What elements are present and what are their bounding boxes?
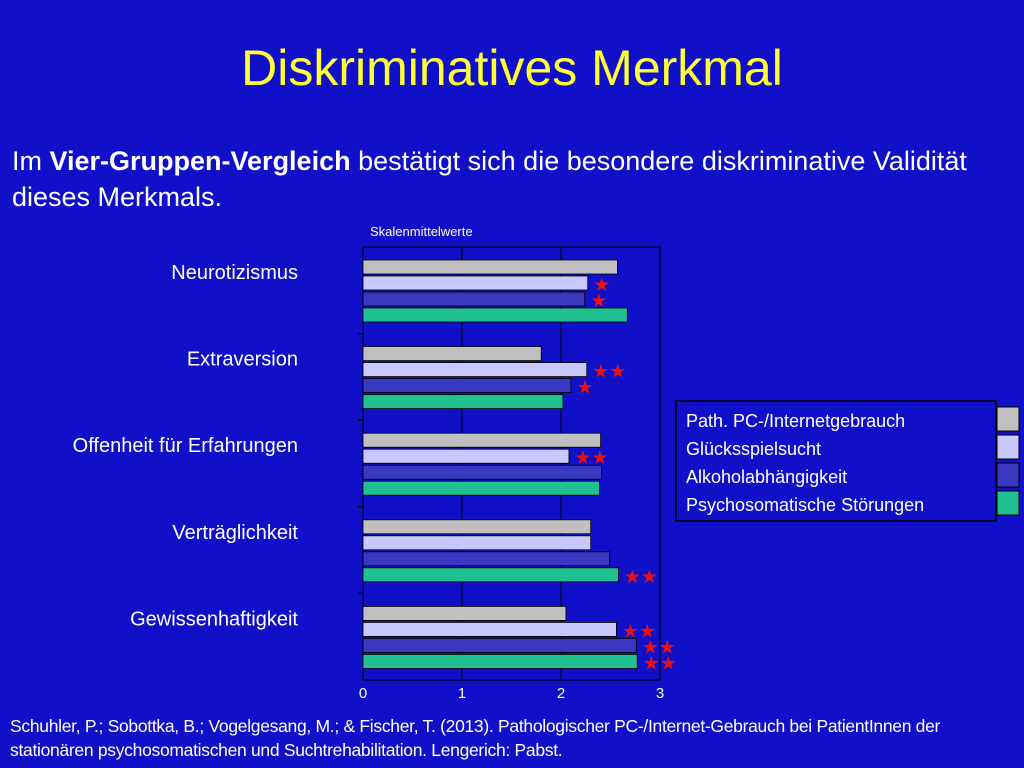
bar [362,606,567,621]
bar [362,448,570,464]
bar [362,394,564,410]
intro-text: Im Vier-Gruppen-Vergleich bestätigt sich… [12,143,1012,215]
bar [362,378,572,394]
intro-bold: Vier-Gruppen-Vergleich [49,146,351,176]
x-tick-label: 2 [557,685,565,702]
bar [362,480,601,496]
bar [362,464,602,480]
intro-suffix: bestätigt sich die besondere diskriminat… [12,146,967,212]
significance-star: ★ [592,361,609,383]
legend-swatch [996,490,1020,516]
bar [362,535,592,551]
slide-title: Diskriminatives Merkmal [241,40,783,96]
legend-box [675,400,997,522]
x-tick-label: 0 [359,685,367,702]
citation: Schuhler, P.; Sobottka, B.; Vogelgesang,… [10,716,941,760]
bar [362,275,589,291]
legend-swatch [996,406,1020,432]
bar [362,638,637,653]
category-label: Offenheit für Erfahrungen [73,435,298,457]
significance-star: ★ [659,636,676,658]
bar [362,654,638,669]
bar [362,622,617,637]
significance-star: ★ [593,274,610,296]
significance-star: ★ [642,636,659,658]
significance-star: ★ [609,361,626,383]
category-label: Extraversion [187,349,298,371]
significance-star: ★ [622,620,639,642]
legend-label: Glücksspielsucht [686,439,821,459]
significance-star: ★ [641,566,658,588]
legend-swatch [996,434,1020,460]
x-tick-label: 1 [458,685,466,702]
bar [362,519,592,535]
significance-star: ★ [639,620,656,642]
category-label: Neurotizismus [171,262,298,284]
category-label: Gewissenhaftigkeit [130,608,298,630]
significance-star: ★ [624,566,641,588]
significance-star: ★ [660,652,677,674]
significance-star: ★ [591,447,608,469]
category-label: Verträglichkeit [172,522,298,544]
intro-prefix: Im [12,146,50,176]
legend-label: Path. PC-/Internetgebrauch [686,411,905,431]
significance-star: ★ [574,447,591,469]
bar [362,567,619,583]
x-tick-label: 3 [656,685,664,702]
bar [362,307,628,323]
bar [362,291,586,307]
bar [362,432,602,448]
legend-label: Psychosomatische Störungen [686,495,924,515]
bar [362,551,610,567]
legend-swatch [996,462,1020,488]
significance-star: ★ [590,290,607,312]
bar [362,259,618,275]
significance-star: ★ [576,377,593,399]
bar [362,346,542,362]
chart-title: Skalenmittelwerte [370,224,473,239]
significance-star: ★ [643,652,660,674]
legend-label: Alkoholabhängigkeit [686,467,847,487]
bar [362,362,588,378]
